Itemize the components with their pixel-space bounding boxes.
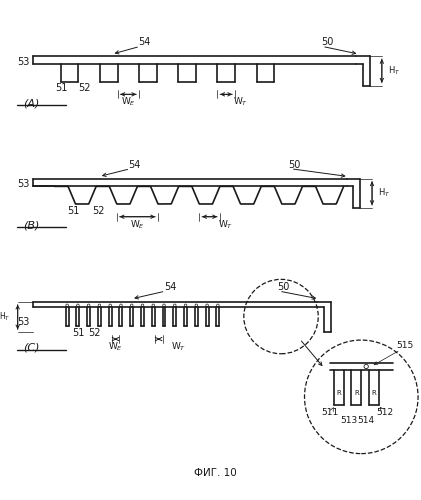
- Text: 513: 513: [340, 416, 357, 425]
- Text: R: R: [336, 390, 341, 396]
- Text: 54: 54: [128, 160, 140, 170]
- Text: 50: 50: [321, 38, 333, 48]
- Text: 52: 52: [78, 84, 91, 94]
- Text: W$_E$: W$_E$: [108, 340, 123, 353]
- Text: W$_E$: W$_E$: [130, 218, 145, 231]
- Text: W$_T$: W$_T$: [218, 218, 233, 231]
- Text: 512: 512: [376, 408, 393, 417]
- Text: 53: 53: [17, 180, 29, 190]
- Text: 515: 515: [396, 342, 413, 350]
- Text: R: R: [372, 390, 376, 396]
- Text: R: R: [354, 390, 359, 396]
- Text: 514: 514: [357, 416, 375, 425]
- Text: 50: 50: [288, 160, 301, 170]
- Text: 51: 51: [56, 84, 68, 94]
- Text: 52: 52: [92, 206, 104, 216]
- Text: 53: 53: [17, 318, 29, 328]
- Text: 50: 50: [277, 282, 289, 292]
- Text: 51: 51: [67, 206, 80, 216]
- Text: H$_T$: H$_T$: [378, 187, 390, 200]
- Text: W$_T$: W$_T$: [233, 96, 248, 108]
- Text: 51: 51: [72, 328, 85, 338]
- Text: 54: 54: [164, 282, 176, 292]
- Text: (C): (C): [24, 343, 40, 353]
- Text: W$_T$: W$_T$: [171, 340, 186, 353]
- Text: ФИГ. 10: ФИГ. 10: [194, 468, 237, 478]
- Text: W$_E$: W$_E$: [121, 96, 136, 108]
- Text: (A): (A): [24, 98, 40, 108]
- Text: 52: 52: [88, 328, 100, 338]
- Text: (B): (B): [24, 220, 40, 230]
- Text: H$_T$: H$_T$: [0, 311, 11, 324]
- Text: 53: 53: [17, 57, 29, 67]
- Text: 54: 54: [138, 38, 150, 48]
- Text: H$_T$: H$_T$: [388, 64, 400, 77]
- Text: 511: 511: [321, 408, 338, 417]
